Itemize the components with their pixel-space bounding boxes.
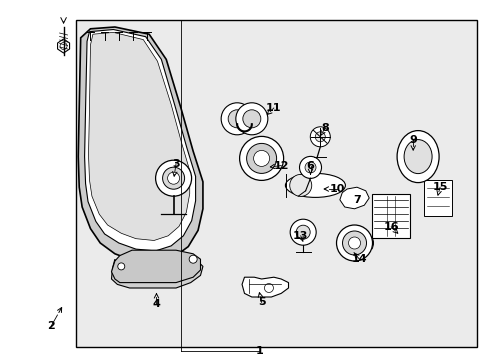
Circle shape	[264, 284, 273, 292]
Polygon shape	[242, 277, 288, 297]
Circle shape	[155, 160, 191, 196]
Circle shape	[253, 150, 269, 166]
Polygon shape	[84, 30, 195, 251]
Polygon shape	[339, 187, 368, 209]
Polygon shape	[88, 32, 189, 240]
Text: 10: 10	[329, 184, 345, 194]
Text: 3: 3	[172, 159, 180, 169]
Text: 11: 11	[265, 103, 281, 113]
Polygon shape	[78, 27, 203, 263]
Polygon shape	[111, 259, 203, 288]
Text: 8: 8	[321, 123, 328, 133]
Circle shape	[299, 156, 321, 179]
Circle shape	[239, 136, 283, 180]
Circle shape	[118, 263, 124, 270]
Ellipse shape	[285, 174, 345, 197]
Circle shape	[163, 167, 184, 189]
Ellipse shape	[289, 174, 311, 197]
Bar	[76, 20, 476, 347]
Circle shape	[235, 103, 267, 135]
Circle shape	[243, 110, 260, 128]
Bar	[371, 194, 409, 238]
Text: 15: 15	[431, 182, 447, 192]
Text: 13: 13	[292, 231, 308, 241]
Circle shape	[348, 237, 360, 249]
Text: 4: 4	[152, 299, 160, 309]
Circle shape	[310, 127, 329, 147]
Polygon shape	[111, 250, 200, 283]
Circle shape	[336, 225, 372, 261]
Circle shape	[221, 103, 253, 135]
Text: 2: 2	[47, 321, 55, 331]
Polygon shape	[58, 39, 69, 53]
Text: 5: 5	[257, 297, 265, 307]
Text: 7: 7	[352, 195, 360, 205]
Circle shape	[289, 219, 316, 245]
Text: 16: 16	[383, 222, 398, 232]
Ellipse shape	[403, 140, 431, 174]
Circle shape	[315, 132, 325, 142]
Circle shape	[246, 143, 276, 174]
Circle shape	[189, 255, 197, 263]
Circle shape	[305, 162, 315, 173]
Circle shape	[167, 172, 179, 184]
Circle shape	[296, 225, 309, 239]
Text: 1: 1	[255, 346, 263, 356]
Circle shape	[228, 110, 245, 128]
Text: 14: 14	[351, 254, 366, 264]
Circle shape	[342, 231, 366, 255]
Ellipse shape	[396, 131, 438, 183]
Text: 12: 12	[273, 161, 288, 171]
Bar	[423, 180, 451, 216]
Text: 9: 9	[408, 135, 416, 145]
Text: 6: 6	[306, 161, 314, 171]
